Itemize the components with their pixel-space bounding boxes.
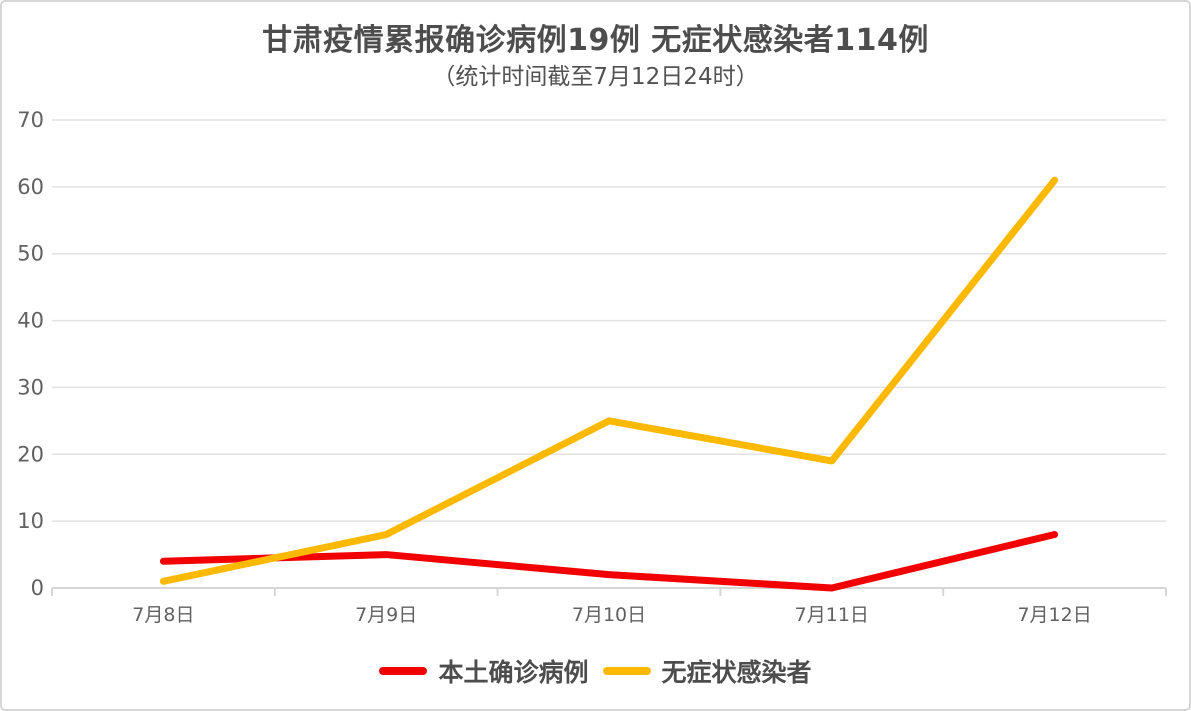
x-axis-category-label: 7月12日	[1017, 604, 1091, 626]
legend-swatch-icon	[379, 667, 428, 675]
y-axis-tick-label: 10	[17, 509, 44, 533]
series-line-1	[159, 176, 1059, 585]
x-axis-category-label: 7月9日	[355, 604, 417, 626]
y-axis-tick-label: 0	[31, 576, 44, 600]
y-axis-tick-label: 30	[17, 375, 44, 399]
legend-label: 无症状感染者	[661, 658, 812, 687]
x-axis-category-label: 7月8日	[132, 604, 194, 626]
legend-swatch-icon	[602, 667, 651, 675]
legend-label: 本土确诊病例	[438, 658, 589, 687]
x-axis-category-label: 7月10日	[572, 604, 646, 626]
legend-item-0: 本土确诊病例	[379, 653, 589, 689]
legend-item-1: 无症状感染者	[602, 653, 812, 689]
chart-subtitle: （统计时间截至7月12日24时）	[432, 64, 759, 90]
y-axis-tick-label: 40	[17, 309, 44, 333]
y-axis-tick-label: 20	[17, 442, 44, 466]
legend: 本土确诊病例 无症状感染者	[2, 653, 1189, 689]
chart-title: 甘肃疫情累报确诊病例19例 无症状感染者114例	[262, 23, 929, 58]
y-axis-tick-label: 70	[17, 108, 44, 132]
x-axis-category-label: 7月11日	[795, 604, 869, 626]
series-line-0	[159, 531, 1059, 592]
y-axis-tick-label: 60	[17, 175, 44, 199]
y-axis-tick-label: 50	[17, 242, 44, 266]
